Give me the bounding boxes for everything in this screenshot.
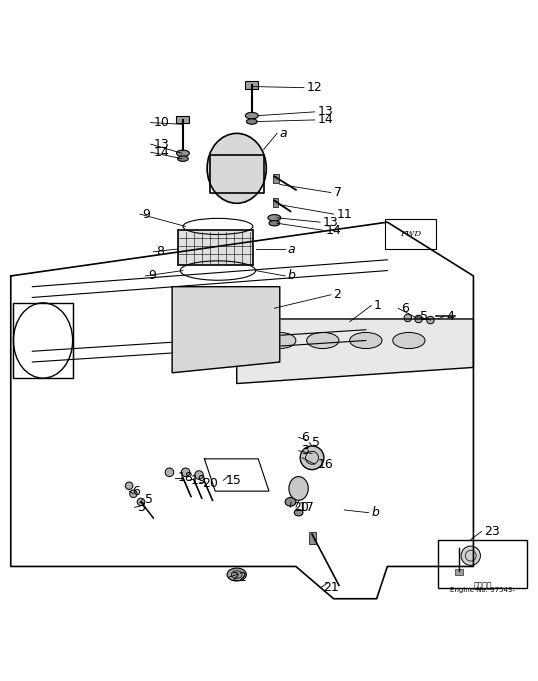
Circle shape bbox=[181, 468, 190, 477]
Text: b: b bbox=[288, 270, 296, 283]
Text: 11: 11 bbox=[336, 208, 352, 221]
Text: 19: 19 bbox=[191, 474, 207, 487]
Text: 23: 23 bbox=[484, 525, 500, 538]
Text: 15: 15 bbox=[226, 474, 242, 487]
Text: 12: 12 bbox=[307, 81, 322, 94]
Bar bbox=[176, 116, 189, 123]
Text: 20: 20 bbox=[202, 477, 218, 490]
Circle shape bbox=[165, 468, 174, 477]
Text: FWD: FWD bbox=[400, 230, 421, 238]
Ellipse shape bbox=[285, 498, 296, 506]
Bar bbox=[309, 532, 316, 544]
Ellipse shape bbox=[264, 332, 296, 349]
Ellipse shape bbox=[227, 568, 246, 581]
Polygon shape bbox=[172, 287, 280, 373]
Text: 4: 4 bbox=[447, 310, 455, 323]
Bar bbox=[245, 81, 258, 89]
Bar bbox=[438, 539, 527, 588]
Ellipse shape bbox=[294, 509, 303, 516]
Text: 22: 22 bbox=[231, 571, 247, 584]
Ellipse shape bbox=[176, 150, 189, 157]
Text: 1: 1 bbox=[374, 299, 382, 312]
Text: 14: 14 bbox=[317, 114, 333, 127]
Circle shape bbox=[137, 498, 145, 506]
Text: 5: 5 bbox=[312, 437, 320, 449]
Ellipse shape bbox=[393, 332, 425, 349]
Ellipse shape bbox=[350, 332, 382, 349]
Bar bbox=[13, 303, 73, 378]
Ellipse shape bbox=[268, 215, 281, 221]
Bar bbox=[273, 174, 279, 183]
Text: 9: 9 bbox=[143, 208, 151, 221]
Ellipse shape bbox=[307, 332, 339, 349]
Ellipse shape bbox=[207, 133, 266, 204]
Circle shape bbox=[130, 490, 137, 498]
Text: 13: 13 bbox=[323, 216, 338, 229]
Text: 2: 2 bbox=[334, 288, 342, 301]
Text: 6: 6 bbox=[301, 431, 309, 444]
Bar bbox=[273, 198, 278, 207]
Text: a: a bbox=[280, 127, 287, 140]
Bar bbox=[178, 230, 253, 265]
Text: 14: 14 bbox=[153, 146, 169, 159]
Text: 13: 13 bbox=[317, 106, 333, 118]
Text: b: b bbox=[371, 506, 379, 519]
Text: 5: 5 bbox=[145, 493, 153, 506]
Text: 6: 6 bbox=[401, 302, 409, 315]
Text: Engine No. 97543-: Engine No. 97543- bbox=[450, 587, 515, 593]
Text: 6: 6 bbox=[132, 485, 140, 498]
Circle shape bbox=[195, 471, 203, 479]
Circle shape bbox=[404, 314, 412, 321]
Circle shape bbox=[125, 482, 133, 490]
Ellipse shape bbox=[269, 221, 280, 226]
Text: 13: 13 bbox=[153, 138, 169, 151]
Text: 适用号码: 适用号码 bbox=[473, 582, 492, 590]
Text: 3: 3 bbox=[301, 444, 309, 457]
Bar bbox=[455, 569, 463, 575]
Circle shape bbox=[415, 315, 422, 323]
Text: 7: 7 bbox=[334, 186, 342, 199]
Text: 21: 21 bbox=[323, 582, 338, 595]
Text: 14: 14 bbox=[325, 224, 341, 237]
Text: 10: 10 bbox=[153, 116, 169, 129]
Polygon shape bbox=[237, 319, 473, 383]
Text: 3: 3 bbox=[137, 501, 145, 513]
Ellipse shape bbox=[246, 119, 257, 124]
Ellipse shape bbox=[289, 477, 308, 501]
Text: 16: 16 bbox=[317, 458, 333, 471]
Text: a: a bbox=[288, 242, 295, 255]
Circle shape bbox=[300, 446, 324, 470]
Text: 17: 17 bbox=[299, 501, 315, 513]
Circle shape bbox=[427, 316, 434, 324]
Text: 8: 8 bbox=[156, 245, 164, 258]
Circle shape bbox=[461, 546, 480, 565]
Bar bbox=[385, 219, 436, 249]
Text: 20: 20 bbox=[293, 501, 309, 513]
Text: 9: 9 bbox=[148, 270, 156, 283]
Ellipse shape bbox=[245, 112, 258, 119]
Ellipse shape bbox=[178, 156, 188, 161]
Text: 18: 18 bbox=[178, 471, 194, 484]
Text: 5: 5 bbox=[420, 310, 428, 323]
